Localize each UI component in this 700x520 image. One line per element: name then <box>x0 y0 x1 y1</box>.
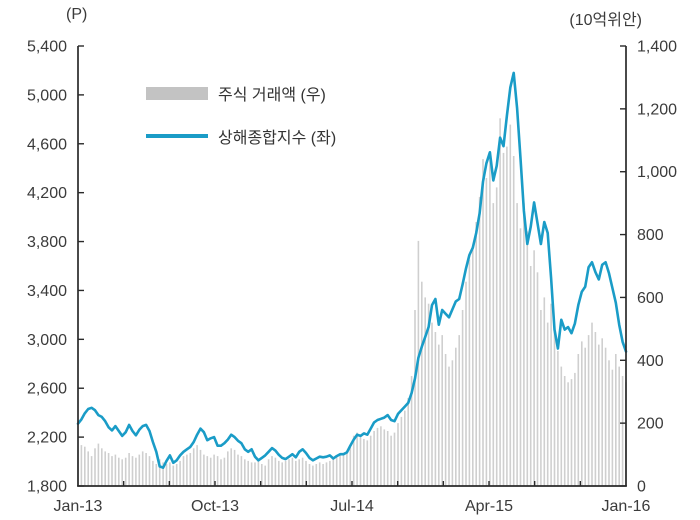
svg-text:0: 0 <box>637 479 646 496</box>
svg-text:Jan-13: Jan-13 <box>54 498 103 515</box>
svg-text:1,000: 1,000 <box>637 164 677 181</box>
svg-text:5,400: 5,400 <box>27 39 67 56</box>
legend-label-trading-value: 주식 거래액 (우) <box>218 87 326 104</box>
legend: 주식 거래액 (우) 상해종합지수 (좌) <box>146 86 336 172</box>
legend-label-shanghai-index: 상해종합지수 (좌) <box>218 130 337 147</box>
svg-text:Oct-13: Oct-13 <box>191 498 239 515</box>
legend-item-shanghai-index: 상해종합지수 (좌) <box>146 129 336 147</box>
svg-text:5,000: 5,000 <box>27 87 67 104</box>
bar-series-swatch <box>146 86 208 100</box>
svg-text:600: 600 <box>637 290 664 307</box>
svg-text:4,200: 4,200 <box>27 185 67 202</box>
svg-text:4,600: 4,600 <box>27 136 67 153</box>
svg-text:Apr-15: Apr-15 <box>465 498 513 515</box>
svg-text:3,400: 3,400 <box>27 283 67 300</box>
svg-text:Jul-14: Jul-14 <box>330 498 374 515</box>
svg-text:800: 800 <box>637 227 664 244</box>
left-axis-title: (P) <box>66 6 88 23</box>
svg-text:2,600: 2,600 <box>27 381 67 398</box>
svg-text:1,800: 1,800 <box>27 479 67 496</box>
svg-text:3,800: 3,800 <box>27 234 67 251</box>
svg-text:Jan-16: Jan-16 <box>602 498 651 515</box>
svg-text:400: 400 <box>637 353 664 370</box>
svg-text:1,400: 1,400 <box>637 39 677 56</box>
svg-text:200: 200 <box>637 416 664 433</box>
right-axis-title: (10억위안) <box>569 12 642 29</box>
line-series-swatch <box>146 134 208 138</box>
svg-text:3,000: 3,000 <box>27 332 67 349</box>
svg-text:1,200: 1,200 <box>637 101 677 118</box>
legend-item-trading-value: 주식 거래액 (우) <box>146 86 336 104</box>
svg-text:2,200: 2,200 <box>27 430 67 447</box>
